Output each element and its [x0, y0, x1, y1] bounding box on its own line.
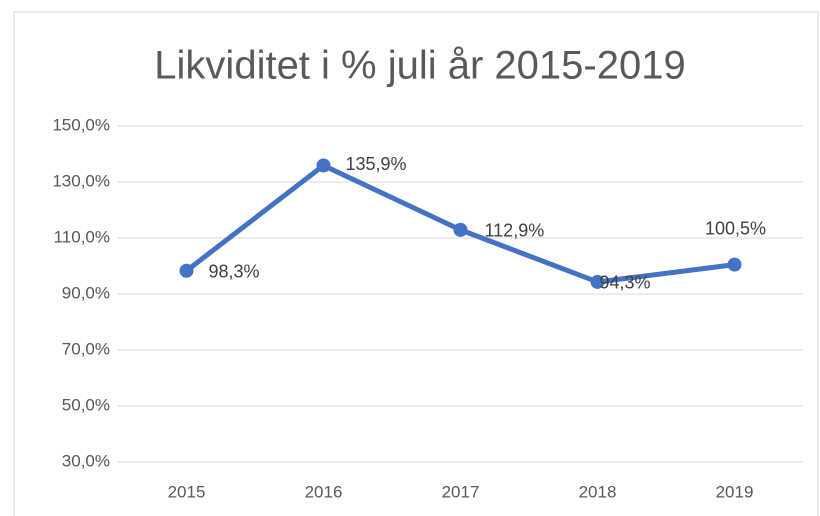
- chart-border: [13, 11, 819, 516]
- x-tick-label: 2019: [716, 482, 754, 501]
- y-tick-label: 90,0%: [62, 283, 110, 302]
- value-label: 135,9%: [346, 154, 407, 174]
- chart-title: Likviditet i % juli år 2015-2019: [154, 44, 685, 88]
- x-tick-label: 2018: [579, 482, 617, 501]
- y-tick-label: 150,0%: [52, 115, 110, 134]
- x-tick-label: 2016: [305, 482, 343, 501]
- marker: [316, 158, 331, 173]
- value-label: 98,3%: [209, 262, 260, 282]
- y-tick-label: 130,0%: [52, 171, 110, 190]
- marker: [727, 257, 742, 272]
- y-tick-label: 50,0%: [62, 395, 110, 414]
- marker: [453, 222, 468, 237]
- marker: [590, 274, 605, 289]
- x-tick-label: 2015: [168, 482, 206, 501]
- y-tick-label: 70,0%: [62, 339, 110, 358]
- value-label: 94,3%: [600, 273, 651, 293]
- value-label: 100,5%: [705, 218, 766, 238]
- y-tick-label: 30,0%: [62, 451, 110, 470]
- marker: [179, 263, 194, 278]
- x-tick-label: 2017: [442, 482, 480, 501]
- y-tick-label: 110,0%: [54, 227, 110, 246]
- value-label: 112,9%: [485, 221, 545, 241]
